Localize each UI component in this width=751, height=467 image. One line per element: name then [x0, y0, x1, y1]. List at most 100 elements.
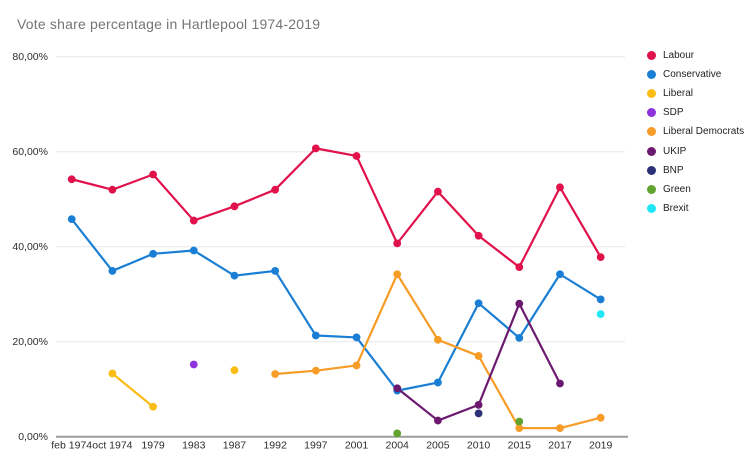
legend-item-bnp: BNP — [647, 161, 744, 180]
point-liberal-1987 — [230, 366, 239, 375]
line-segment-conservative — [518, 273, 561, 339]
line-segment-liberal — [111, 372, 154, 408]
line-segment-labour — [315, 147, 357, 158]
point-green-2004 — [393, 429, 402, 438]
point-ukip-2017 — [556, 379, 564, 388]
legend-dot-brexit — [647, 203, 656, 213]
series-liberal — [108, 366, 239, 411]
line-segment-ukip — [518, 303, 561, 384]
legend-dot-green — [647, 184, 656, 194]
point-bnp-2010 — [474, 409, 483, 418]
series-green — [393, 417, 524, 438]
series-ukip — [393, 299, 564, 425]
series-bnp — [474, 409, 483, 418]
line-segment-ukip — [396, 387, 439, 422]
point-liberal-democrats-2015 — [515, 424, 524, 433]
point-labour-2015 — [515, 263, 524, 272]
point-conservative-2005 — [434, 378, 442, 387]
point-liberal-democrats-2010 — [474, 352, 483, 360]
y-tick-label: 40,00% — [12, 241, 48, 253]
line-segment-conservative — [315, 334, 357, 339]
line-segment-labour — [477, 234, 520, 268]
legend-dot-conservative — [647, 70, 656, 80]
legend-item-ukip: UKIP — [647, 141, 744, 160]
x-tick-label: 1979 — [141, 440, 165, 452]
line-segment-ukip — [437, 403, 479, 422]
point-labour-1983 — [189, 216, 198, 225]
x-tick-label: 2010 — [467, 440, 491, 452]
point-conservative-1987 — [230, 271, 239, 280]
line-segment-conservative — [234, 269, 276, 277]
point-labour-1987 — [230, 202, 239, 211]
legend-dot-bnp — [647, 165, 656, 175]
line-segment-conservative — [111, 252, 154, 272]
legend-dot-sdp — [647, 108, 656, 118]
point-conservative-feb-1974 — [67, 215, 76, 224]
line-segment-labour — [437, 190, 480, 237]
series-labour — [67, 144, 605, 272]
point-sdp-1983 — [189, 360, 198, 369]
point-liberal-democrats-2004 — [393, 270, 402, 279]
line-segment-conservative — [355, 336, 399, 392]
point-liberal-democrats-1992 — [271, 370, 280, 378]
point-green-2015 — [515, 417, 524, 426]
line-segment-conservative — [436, 302, 480, 384]
line-segment-liberal-democrats — [437, 338, 480, 357]
line-segment-liberal-democrats — [477, 355, 521, 429]
point-conservative-2017 — [556, 270, 564, 279]
line-segment-conservative — [70, 218, 114, 272]
point-ukip-2015 — [515, 299, 524, 308]
point-labour-1992 — [271, 185, 280, 194]
line-segment-labour — [71, 178, 113, 191]
legend-dot-liberal — [647, 89, 656, 99]
line-segment-labour — [193, 205, 235, 222]
x-tick-label: 1992 — [263, 440, 287, 452]
line-segment-liberal-democrats — [315, 364, 357, 372]
point-liberal-democrats-2017 — [556, 424, 564, 433]
legend-label-liberal-democrats: Liberal Democrats — [663, 126, 745, 138]
point-ukip-2004 — [393, 384, 402, 393]
y-tick-label: 20,00% — [12, 336, 48, 348]
point-labour-2001 — [352, 152, 361, 160]
point-conservative-1992 — [271, 267, 280, 275]
legend-item-brexit: Brexit — [647, 199, 744, 218]
line-segment-labour — [396, 190, 439, 245]
line-segment-liberal-democrats — [275, 369, 316, 376]
point-liberal-1979 — [149, 402, 157, 411]
x-tick-label: 2001 — [345, 440, 369, 452]
point-liberal-democrats-1997 — [311, 366, 320, 375]
legend-item-liberal-democrats: Liberal Democrats — [647, 122, 744, 141]
x-tick-label: 1997 — [304, 440, 328, 452]
point-labour-2019 — [596, 253, 605, 262]
legend-dot-liberal-democrats — [647, 127, 656, 137]
line-segment-labour — [112, 173, 154, 191]
point-conservative-2010 — [474, 299, 483, 308]
point-conservative-2001 — [352, 333, 361, 342]
x-tick-label: 2015 — [508, 440, 532, 452]
point-labour-oct-1974 — [108, 185, 117, 194]
series-brexit — [596, 310, 605, 319]
line-segment-labour — [559, 186, 602, 258]
point-conservative-2015 — [515, 334, 524, 342]
line-segment-conservative — [477, 302, 521, 339]
legend-label-liberal: Liberal — [663, 88, 694, 100]
x-tick-label: oct 1974 — [92, 440, 132, 452]
chart-title: Vote share percentage in Hartlepool 1974… — [17, 16, 321, 32]
point-liberal-democrats-2001 — [352, 361, 361, 370]
line-segment-conservative — [152, 249, 194, 255]
point-brexit-2019 — [596, 310, 605, 319]
line-segment-conservative — [559, 273, 602, 301]
legend-item-green: Green — [647, 180, 744, 199]
line-segment-liberal-democrats — [396, 273, 439, 341]
legend-label-ukip: UKIP — [663, 145, 687, 157]
point-labour-feb-1974 — [67, 175, 76, 184]
legend-label-brexit: Brexit — [663, 202, 689, 214]
x-tick-label: 2019 — [589, 440, 613, 452]
x-tick-label: 2005 — [426, 440, 450, 452]
legend-dot-ukip — [647, 146, 656, 156]
y-tick-label: 0,00% — [18, 431, 48, 443]
point-ukip-2010 — [474, 400, 483, 409]
line-segment-labour — [234, 188, 276, 208]
